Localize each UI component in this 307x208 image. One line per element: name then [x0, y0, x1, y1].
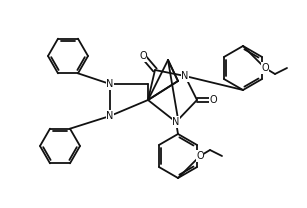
Text: O: O — [196, 151, 204, 161]
Text: N: N — [106, 79, 114, 89]
Text: O: O — [261, 63, 269, 73]
Text: N: N — [106, 111, 114, 121]
Text: N: N — [172, 117, 180, 127]
Text: N: N — [181, 71, 189, 81]
Text: O: O — [209, 95, 217, 105]
Text: O: O — [139, 51, 147, 61]
